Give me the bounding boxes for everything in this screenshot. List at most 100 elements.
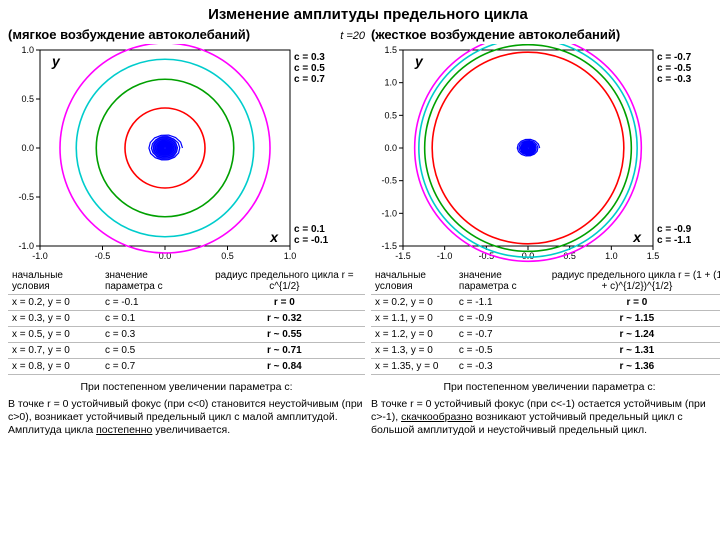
svg-text:-1.0: -1.0 xyxy=(381,208,397,218)
svg-text:0.5: 0.5 xyxy=(221,251,234,261)
table-row: x = 0.7, y = 0c = 0.5r ~ 0.71 xyxy=(8,343,365,359)
svg-text:-0.5: -0.5 xyxy=(381,176,397,186)
svg-text:x: x xyxy=(269,229,279,245)
table-cell: r ~ 0.55 xyxy=(204,327,365,343)
svg-text:-1.0: -1.0 xyxy=(32,251,48,261)
svg-text:1.0: 1.0 xyxy=(284,251,297,261)
table-cell: x = 0.2, y = 0 xyxy=(8,295,101,311)
table-cell: c = -0.9 xyxy=(455,311,546,327)
svg-text:-1.5: -1.5 xyxy=(395,251,411,261)
right-plot-wrap: -1.5-1.0-0.50.00.51.01.5-1.5-1.0-0.50.00… xyxy=(371,44,720,264)
table-cell: r ~ 0.32 xyxy=(204,311,365,327)
table-cell: x = 0.7, y = 0 xyxy=(8,343,101,359)
table-cell: r ~ 0.71 xyxy=(204,343,365,359)
table-header: начальные условия xyxy=(8,268,101,295)
svg-text:c = 0.7: c = 0.7 xyxy=(294,74,325,85)
panels-row: (мягкое возбуждение автоколебаний) t =20… xyxy=(8,27,720,438)
table-cell: r = 0 xyxy=(204,295,365,311)
left-note: При постепенном увеличении параметра c: … xyxy=(8,381,365,438)
svg-text:c = 0.5: c = 0.5 xyxy=(294,63,325,74)
svg-text:-0.5: -0.5 xyxy=(18,192,34,202)
svg-text:1.0: 1.0 xyxy=(605,251,618,261)
right-panel: (жесткое возбуждение автоколебаний) -1.5… xyxy=(371,27,720,438)
table-cell: x = 1.3, y = 0 xyxy=(371,343,455,359)
table-cell: x = 0.3, y = 0 xyxy=(8,311,101,327)
table-row: x = 1.2, y = 0c = -0.7r ~ 1.24 xyxy=(371,327,720,343)
table-header: радиус предельного цикла r = (1 + (1 + c… xyxy=(546,268,720,295)
svg-text:0.0: 0.0 xyxy=(21,143,34,153)
svg-text:-1.0: -1.0 xyxy=(437,251,453,261)
svg-text:c = -1.1: c = -1.1 xyxy=(657,235,692,246)
right-plot: -1.5-1.0-0.50.00.51.01.5-1.5-1.0-0.50.00… xyxy=(371,44,711,264)
right-note-lead: При постепенном увеличении параметра c: xyxy=(371,381,720,394)
table-row: x = 0.5, y = 0c = 0.3r ~ 0.55 xyxy=(8,327,365,343)
table-row: x = 0.3, y = 0c = 0.1r ~ 0.32 xyxy=(8,311,365,327)
svg-text:0.0: 0.0 xyxy=(522,251,535,261)
table-cell: c = 0.7 xyxy=(101,359,204,375)
svg-text:1.0: 1.0 xyxy=(384,78,397,88)
table-cell: x = 0.2, y = 0 xyxy=(371,295,455,311)
table-cell: x = 1.2, y = 0 xyxy=(371,327,455,343)
table-header: значение параметра c xyxy=(455,268,546,295)
svg-text:c = 0.3: c = 0.3 xyxy=(294,52,325,63)
t-label: t =20 xyxy=(340,30,365,42)
left-plot: -1.0-0.50.00.51.0-1.0-0.50.00.51.0yxc = … xyxy=(8,44,348,264)
right-table: начальные условиязначение параметра cрад… xyxy=(371,268,720,375)
table-cell: x = 0.8, y = 0 xyxy=(8,359,101,375)
table-header: начальные условия xyxy=(371,268,455,295)
svg-text:c = -0.5: c = -0.5 xyxy=(657,63,692,74)
left-panel: (мягкое возбуждение автоколебаний) t =20… xyxy=(8,27,365,438)
row-subtitle-left: (мягкое возбуждение автоколебаний) t =20 xyxy=(8,27,365,44)
left-note-tail: увеличивается. xyxy=(152,424,230,436)
svg-text:x: x xyxy=(632,229,642,245)
table-cell: r ~ 1.24 xyxy=(546,327,720,343)
svg-text:1.5: 1.5 xyxy=(647,251,660,261)
table-cell: r ~ 1.36 xyxy=(546,359,720,375)
table-cell: r ~ 0.84 xyxy=(204,359,365,375)
page-title: Изменение амплитуды предельного цикла xyxy=(8,6,720,23)
left-plot-wrap: -1.0-0.50.00.51.0-1.0-0.50.00.51.0yxc = … xyxy=(8,44,365,264)
right-subtitle: (жесткое возбуждение автоколебаний) xyxy=(371,27,720,42)
table-cell: r = 0 xyxy=(546,295,720,311)
table-row: x = 0.8, y = 0c = 0.7r ~ 0.84 xyxy=(8,359,365,375)
table-cell: r ~ 1.31 xyxy=(546,343,720,359)
svg-text:y: y xyxy=(51,53,61,69)
table-cell: x = 1.1, y = 0 xyxy=(371,311,455,327)
right-note-emph: скачкообразно xyxy=(401,411,473,423)
table-row: x = 1.1, y = 0c = -0.9r ~ 1.15 xyxy=(371,311,720,327)
right-note: При постепенном увеличении параметра c: … xyxy=(371,381,720,438)
table-cell: c = -0.7 xyxy=(455,327,546,343)
table-cell: c = -0.3 xyxy=(455,359,546,375)
table-header: значение параметра c xyxy=(101,268,204,295)
left-subtitle: (мягкое возбуждение автоколебаний) xyxy=(8,27,336,42)
table-header: радиус предельного цикла r = c^{1/2} xyxy=(204,268,365,295)
svg-text:c = -0.9: c = -0.9 xyxy=(657,224,692,235)
svg-text:1.5: 1.5 xyxy=(384,45,397,55)
svg-text:0.5: 0.5 xyxy=(21,94,34,104)
table-cell: r ~ 1.15 xyxy=(546,311,720,327)
table-row: x = 1.35, y = 0c = -0.3r ~ 1.36 xyxy=(371,359,720,375)
left-note-emph: постепенно xyxy=(96,424,152,436)
table-row: x = 0.2, y = 0c = -0.1r = 0 xyxy=(8,295,365,311)
left-table: начальные условиязначение параметра cрад… xyxy=(8,268,365,375)
svg-text:c = -0.3: c = -0.3 xyxy=(657,74,692,85)
svg-text:c = -0.7: c = -0.7 xyxy=(657,52,692,63)
svg-text:y: y xyxy=(414,53,424,69)
svg-text:0.5: 0.5 xyxy=(563,251,576,261)
table-row: x = 0.2, y = 0c = -1.1r = 0 xyxy=(371,295,720,311)
svg-text:c = 0.1: c = 0.1 xyxy=(294,224,325,235)
svg-text:1.0: 1.0 xyxy=(21,45,34,55)
svg-text:-1.0: -1.0 xyxy=(18,241,34,251)
svg-text:-0.5: -0.5 xyxy=(95,251,111,261)
svg-text:0.0: 0.0 xyxy=(384,143,397,153)
table-cell: c = 0.3 xyxy=(101,327,204,343)
table-row: x = 1.3, y = 0c = -0.5r ~ 1.31 xyxy=(371,343,720,359)
table-cell: x = 1.35, y = 0 xyxy=(371,359,455,375)
table-cell: x = 0.5, y = 0 xyxy=(8,327,101,343)
left-note-lead: При постепенном увеличении параметра c: xyxy=(8,381,365,394)
table-cell: c = -1.1 xyxy=(455,295,546,311)
svg-text:c = -0.1: c = -0.1 xyxy=(294,235,329,246)
table-cell: c = 0.5 xyxy=(101,343,204,359)
table-cell: c = 0.1 xyxy=(101,311,204,327)
svg-text:-1.5: -1.5 xyxy=(381,241,397,251)
